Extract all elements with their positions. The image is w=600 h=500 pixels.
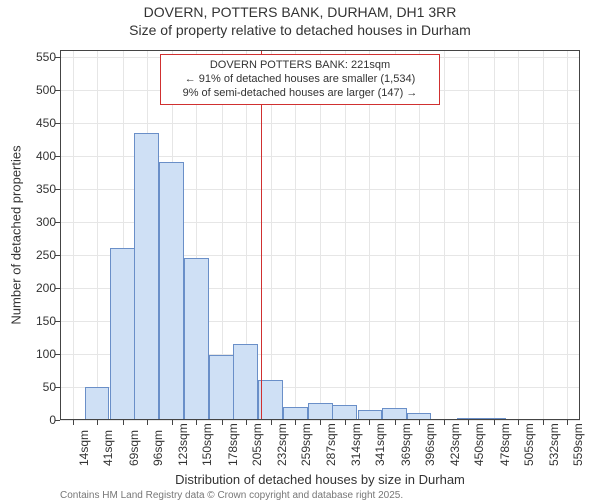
x-axis-label: Distribution of detached houses by size … <box>60 472 580 487</box>
x-tick <box>395 420 396 425</box>
plot-area: DOVERN POTTERS BANK: 221sqm← 91% of deta… <box>60 50 580 420</box>
x-tick <box>73 420 74 425</box>
x-tick <box>345 420 346 425</box>
title-block: DOVERN, POTTERS BANK, DURHAM, DH1 3RR Si… <box>0 4 600 38</box>
y-tick-label: 200 <box>6 281 56 295</box>
y-tick-label: 350 <box>6 182 56 196</box>
y-tick-label: 500 <box>6 83 56 97</box>
y-tick-label: 50 <box>6 380 56 394</box>
y-tick-label: 400 <box>6 149 56 163</box>
y-tick-label: 100 <box>6 347 56 361</box>
x-tick <box>123 420 124 425</box>
x-tick <box>468 420 469 425</box>
plot-border <box>60 50 580 420</box>
y-tick-label: 250 <box>6 248 56 262</box>
y-tick-label: 550 <box>6 50 56 64</box>
y-tick-label: 450 <box>6 116 56 130</box>
x-tick <box>494 420 495 425</box>
x-tick <box>196 420 197 425</box>
x-tick <box>295 420 296 425</box>
x-tick <box>444 420 445 425</box>
x-tick <box>543 420 544 425</box>
x-tick <box>518 420 519 425</box>
x-tick <box>246 420 247 425</box>
title-line2: Size of property relative to detached ho… <box>0 22 600 38</box>
y-axis-label: Number of detached properties <box>9 145 24 324</box>
x-tick <box>97 420 98 425</box>
x-tick <box>271 420 272 425</box>
x-tick <box>369 420 370 425</box>
chart-container: DOVERN, POTTERS BANK, DURHAM, DH1 3RR Si… <box>0 0 600 500</box>
y-tick-label: 300 <box>6 215 56 229</box>
x-tick <box>172 420 173 425</box>
attribution-text: Contains HM Land Registry data © Crown c… <box>60 490 442 500</box>
y-tick-label: 0 <box>6 413 56 427</box>
attribution-line1: Contains HM Land Registry data © Crown c… <box>60 490 442 500</box>
x-tick <box>419 420 420 425</box>
y-tick-label: 150 <box>6 314 56 328</box>
x-tick <box>222 420 223 425</box>
title-line1: DOVERN, POTTERS BANK, DURHAM, DH1 3RR <box>0 4 600 20</box>
x-tick <box>320 420 321 425</box>
x-tick <box>147 420 148 425</box>
x-tick <box>567 420 568 425</box>
